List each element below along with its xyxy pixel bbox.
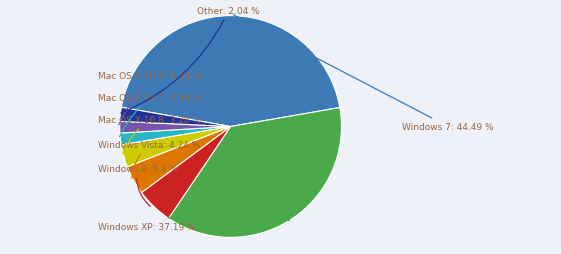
Wedge shape [169, 108, 342, 237]
Text: Windows 8: 5.4 %: Windows 8: 5.4 % [98, 165, 178, 207]
Wedge shape [119, 122, 231, 134]
Wedge shape [121, 17, 340, 127]
Text: Mac OS X 10.8: 3.28 %: Mac OS X 10.8: 3.28 % [98, 116, 201, 154]
Wedge shape [120, 127, 231, 145]
Text: Windows 7: 44.49 %: Windows 7: 44.49 % [233, 16, 494, 132]
Text: Windows XP: 37.19 %: Windows XP: 37.19 % [98, 209, 289, 231]
Text: Other: 2.04 %: Other: 2.04 % [121, 7, 260, 114]
Text: Mac OS X 10.6: 1.68 %: Mac OS X 10.6: 1.68 % [98, 72, 201, 125]
Wedge shape [121, 127, 231, 167]
Wedge shape [120, 108, 231, 127]
Wedge shape [127, 127, 231, 193]
Text: Windows Vista: 4.24 %: Windows Vista: 4.24 % [98, 140, 200, 179]
Text: Mac OS X 10.7: 1.69 %: Mac OS X 10.7: 1.69 % [98, 94, 201, 137]
Wedge shape [141, 127, 231, 218]
